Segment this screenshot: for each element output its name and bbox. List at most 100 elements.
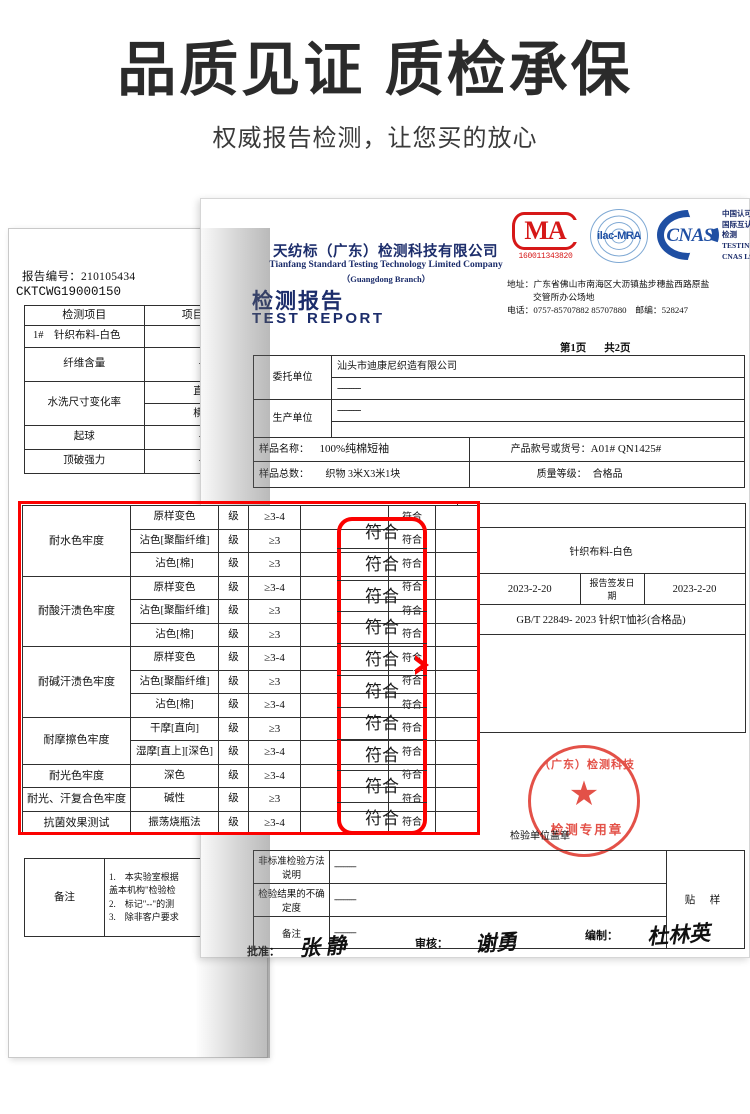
- cf-trailing: [435, 599, 478, 624]
- field-value-product-model: A01# QN1425#: [590, 443, 662, 455]
- cf-unit: 级: [218, 575, 249, 600]
- issuer-name-en: Tianfang Standard Testing Technology Lim…: [269, 260, 503, 270]
- field-value-material: 针织布料-白色: [456, 527, 746, 574]
- cf-item-name: 耐光色牢度: [22, 763, 131, 788]
- star-icon: ★: [568, 775, 600, 813]
- colorfastness-table-wrap: 耐水色牢度 原样变色级 ≥3-4 符合 沾色[聚酯纤维] 级 ≥3 符合 沾色[棉] 级 ≥3 符合耐…: [22, 505, 478, 835]
- cf-requirement: ≥3: [248, 716, 301, 741]
- colorfastness-table: 耐水色牢度 原样变色级 ≥3-4 符合 沾色[聚酯纤维] 级 ≥3 符合 沾色[棉] 级 ≥3 符合耐…: [22, 505, 478, 835]
- page-title: 品质见证 质检承保: [117, 37, 633, 103]
- field-value-quality-grade: 合格品: [592, 468, 623, 480]
- cf-trailing: [435, 810, 478, 835]
- issuer-name-cn: 天纺标（广东）检测科技有限公司: [273, 244, 498, 260]
- cf-trailing: [435, 646, 478, 671]
- cf-sub-item: 沾色[棉]: [130, 693, 219, 718]
- signature-label-approve: 批准：: [247, 946, 280, 958]
- table-row: 湿摩[直上][深色] 级 ≥3-4 符合: [23, 740, 478, 765]
- cf-sub-item: 沾色[聚酯纤维]: [130, 528, 219, 553]
- address-line-1: 地址：广东省佛山市南海区大沥镇盐步穗盐西路原盐: [507, 278, 747, 291]
- table-row: 水洗尺寸变化率: [24, 381, 145, 426]
- address-value-1: 广东省佛山市南海区大沥镇盐步穗盐西路原盐: [533, 279, 710, 289]
- cf-spacer: [300, 646, 389, 671]
- cf-spacer: [300, 552, 389, 577]
- cf-sub-item: 原样变色: [130, 646, 219, 671]
- table-row: 耐碱汗渍色牢度 原样变色级 ≥3-4 符合: [22, 646, 478, 718]
- promo-banner: 品质见证 质检承保 权威报告检测，让您买的放心: [0, 0, 750, 175]
- cf-unit: 级: [218, 505, 249, 530]
- signature-name-approve: 张 静: [298, 933, 348, 961]
- cnas-side-line: 国际互认: [722, 219, 750, 229]
- cf-unit: 级: [218, 763, 249, 788]
- meta-value-2: ----------: [329, 916, 667, 949]
- field-label-sample-name: 样品名称：: [259, 444, 309, 455]
- meta-label-1: 检验结果的不确定度: [253, 883, 330, 917]
- cf-spacer: [300, 810, 389, 835]
- cf-result: 符合: [388, 787, 436, 812]
- field-value-client-dashes: ----------: [331, 377, 745, 400]
- date-subtable: 日期 2023-2-20 报告签发日期 2023-2-20: [457, 574, 745, 604]
- cf-item-name: 耐碱汗渍色牢度: [22, 646, 131, 718]
- cf-trailing: [435, 693, 478, 718]
- cf-requirement: ≥3-4: [248, 740, 301, 765]
- signature-label-review: 审核：: [415, 938, 448, 950]
- report-title-en: TEST REPORT: [252, 310, 385, 327]
- report-meta-table: 非标准检验方法说明 ---------- 贴 样 检验结果的不确定度 -----…: [253, 850, 745, 949]
- field-label-product-model: 产品款号或货号：: [510, 444, 591, 455]
- cf-result: 符合: [388, 810, 436, 835]
- page-subtitle: 权威报告检测，让您买的放心: [212, 125, 538, 152]
- cf-requirement: ≥3: [248, 599, 301, 624]
- signature-label-compile: 编制：: [585, 930, 618, 942]
- cf-trailing: [435, 575, 478, 600]
- page-current: 第1页: [560, 343, 587, 354]
- page-indicator: 第1页 共2页: [560, 340, 745, 355]
- remark-line: 3. 除非客户要求: [109, 912, 179, 922]
- ma-number: 160011343820: [518, 252, 573, 261]
- remarks-label: 备注: [24, 858, 105, 937]
- issuer-address-block: 地址：广东省佛山市南海区大沥镇盐步穗盐西路原盐 交管所办公场地 电话：0757-…: [507, 278, 747, 316]
- cf-trailing: [435, 740, 478, 765]
- cf-requirement: ≥3-4: [248, 810, 301, 835]
- meta-label-0: 非标准检验方法说明: [253, 850, 330, 884]
- cnas-icon: CNAS: [655, 199, 731, 271]
- cf-result: 符合: [388, 599, 436, 624]
- cnas-label: CNAS: [666, 225, 714, 246]
- table-row: 耐酸汗渍色牢度 原样变色级 ≥3-4 符合: [22, 575, 478, 647]
- cf-result: 符合: [388, 552, 436, 577]
- cf-sub-item: 深色: [130, 763, 219, 788]
- cf-sub-item: 沾色[聚酯纤维]: [130, 599, 219, 624]
- meta-value-1: ----------: [329, 883, 667, 917]
- table-row: 耐光、汗复合色牢度 碱性级 ≥3 符合: [22, 787, 478, 812]
- cf-sub-item: 振荡烧瓶法: [130, 810, 219, 835]
- cf-sub-item: 碱性: [130, 787, 219, 812]
- remark-line: 1. 本实验室根据: [109, 871, 179, 882]
- cf-requirement: ≥3: [248, 787, 301, 812]
- report-title-cn: 检测报告: [252, 289, 344, 313]
- cf-requirement: ≥3: [248, 622, 301, 647]
- cf-requirement: ≥3: [248, 552, 301, 577]
- cnas-side-line: 中国认可: [722, 209, 750, 218]
- cf-unit: 级: [218, 740, 249, 765]
- field-product-model: 产品款号或货号：A01# QN1425#: [468, 437, 746, 462]
- ma-ring-gap: [560, 220, 582, 242]
- cf-result: 符合: [388, 646, 436, 671]
- table-row: 顶破强力: [24, 449, 145, 474]
- cf-result: 符合: [388, 575, 436, 600]
- cnas-side-line: TESTING: [722, 240, 750, 250]
- table-row: 耐摩擦色牢度 干摩[直向] 级 ≥3 符合: [22, 716, 478, 765]
- cf-spacer: [300, 669, 389, 694]
- cf-item-name: 耐水色牢度: [22, 505, 131, 577]
- standard-value: GB/T 22849- 2023 针织T恤衫(合格品): [456, 604, 746, 635]
- cf-result: 符合: [388, 693, 436, 718]
- table-row: 纤维含量: [24, 347, 145, 382]
- field-sample-name: 样品名称： 100%纯棉短袖: [253, 437, 470, 462]
- cf-spacer: [300, 575, 389, 600]
- cf-sub-item: 沾色[棉]: [130, 552, 219, 577]
- field-label-quality-grade: 质量等级：: [536, 468, 587, 480]
- cf-spacer: [300, 528, 389, 553]
- remark-line: 盖本机构"检验检: [109, 885, 176, 895]
- cf-trailing: [435, 787, 478, 812]
- table-row: 耐水色牢度 原样变色级 ≥3-4 符合: [22, 505, 478, 577]
- cf-result: 符合: [388, 505, 436, 530]
- cf-result: 符合: [388, 622, 436, 647]
- cf-unit: 级: [218, 810, 249, 835]
